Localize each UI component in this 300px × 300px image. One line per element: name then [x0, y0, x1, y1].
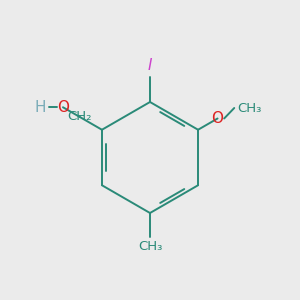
Text: CH₂: CH₂ — [68, 110, 92, 124]
Text: I: I — [148, 58, 152, 73]
Text: H: H — [35, 100, 46, 115]
Text: O: O — [57, 100, 69, 115]
Text: CH₃: CH₃ — [138, 240, 162, 253]
Text: O: O — [212, 111, 224, 126]
Text: CH₃: CH₃ — [237, 101, 262, 115]
